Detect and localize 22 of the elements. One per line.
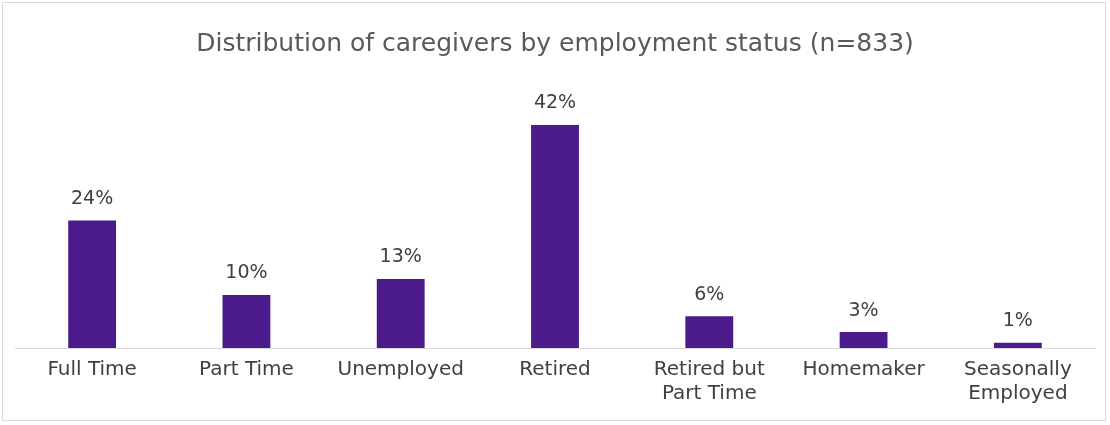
data-label: 3%: [848, 297, 879, 320]
x-tick-label: Seasonally Employed: [963, 356, 1072, 405]
x-tick-label: Full Time: [47, 356, 137, 381]
x-tick-label: Part Time: [199, 356, 294, 381]
data-label: 1%: [1002, 308, 1033, 331]
bar: [68, 220, 117, 348]
data-label: 13%: [379, 244, 422, 267]
x-tick-label: Retired: [519, 356, 591, 381]
bar: [685, 316, 734, 348]
data-label: 6%: [694, 281, 725, 304]
chart-title: Distribution of caregivers by employment status (n=833): [196, 27, 914, 57]
x-tick-label: Unemployed: [337, 356, 464, 381]
bar: [993, 342, 1042, 348]
bar: [839, 332, 888, 348]
x-tick-label: Retired but Part Time: [653, 356, 765, 405]
data-label: 24%: [71, 185, 114, 208]
data-label: 42%: [533, 90, 577, 113]
x-tick-label: Homemaker: [802, 356, 926, 381]
data-label: 10%: [225, 260, 268, 283]
bar: [222, 294, 271, 348]
bar: [376, 278, 425, 348]
bar: [531, 124, 579, 348]
